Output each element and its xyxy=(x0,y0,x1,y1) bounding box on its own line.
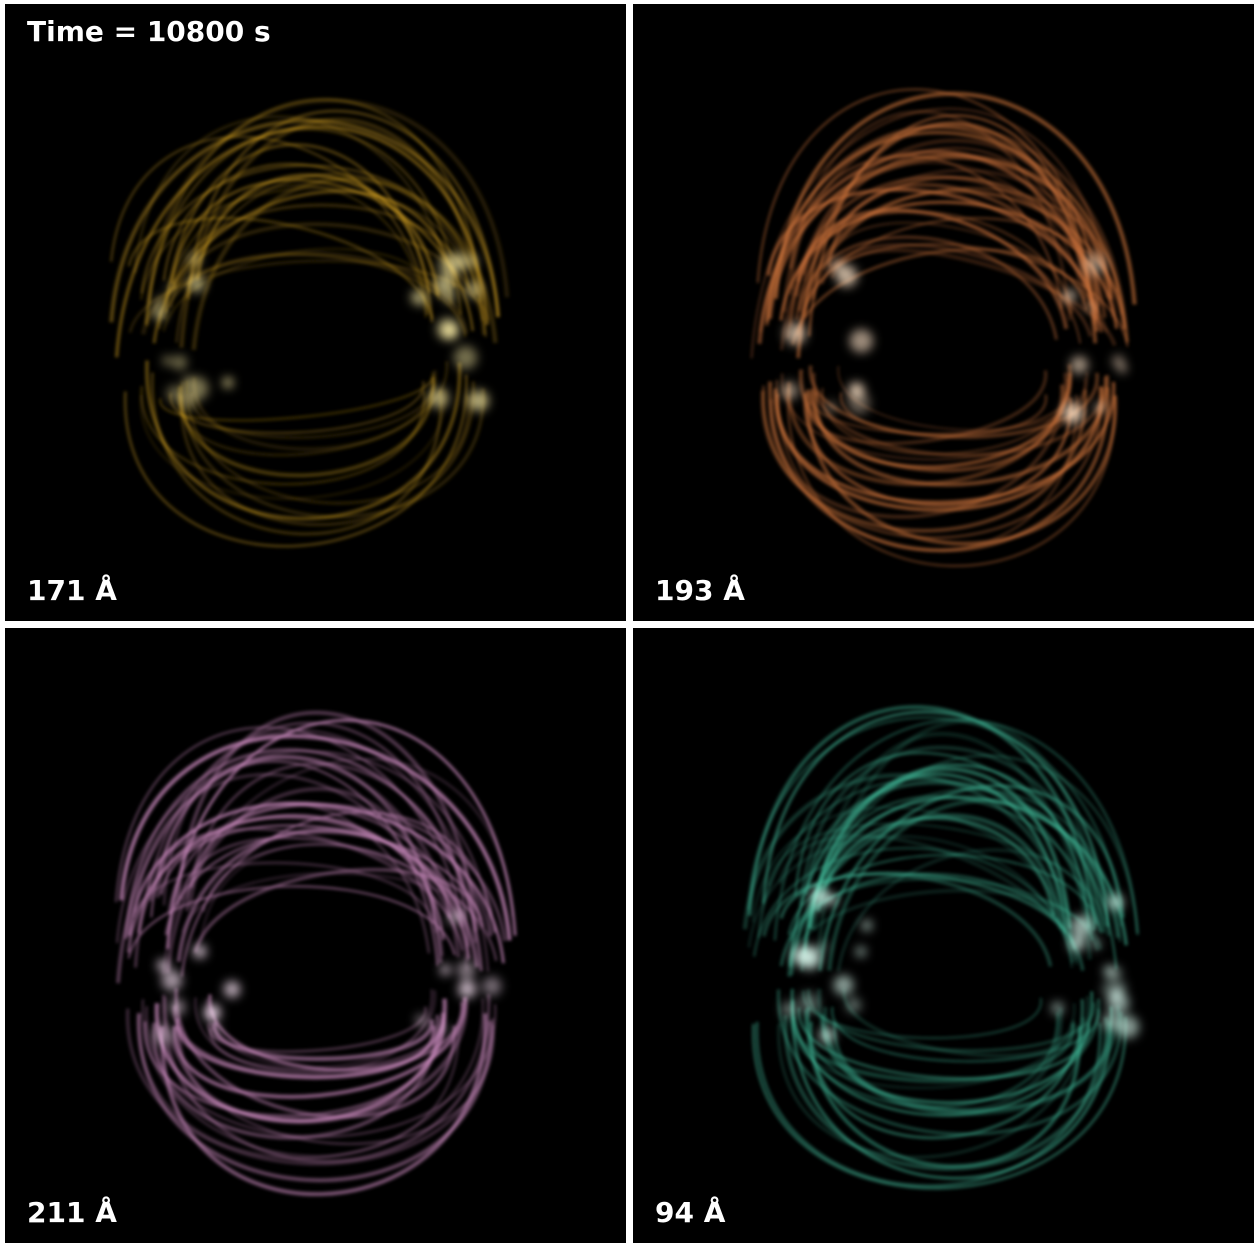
footpoint-brightenings xyxy=(780,253,1127,424)
coronal-loops-image-211 xyxy=(115,710,517,1197)
coronal-loops-image-193 xyxy=(750,88,1137,567)
footpoint-brightenings xyxy=(152,910,502,1046)
footpoint-brightenings xyxy=(781,887,1140,1043)
loop-arcade xyxy=(750,88,1137,567)
panel-211-angstrom: 211 Å xyxy=(5,628,626,1243)
loop-arcade xyxy=(742,705,1139,1190)
wavelength-label-171: 171 Å xyxy=(27,574,117,607)
panel-171-angstrom: Time = 10800 s 171 Å xyxy=(5,4,626,621)
loop-arcade xyxy=(109,98,510,548)
panel-193-angstrom: 193 Å xyxy=(633,4,1254,621)
wavelength-label-94: 94 Å xyxy=(655,1196,726,1229)
loop-arcade xyxy=(115,710,517,1197)
footpoint-brightenings xyxy=(153,252,489,412)
wavelength-label-193: 193 Å xyxy=(655,574,745,607)
wavelength-label-211: 211 Å xyxy=(27,1196,117,1229)
coronal-loops-image-171 xyxy=(109,98,510,548)
time-label: Time = 10800 s xyxy=(27,15,271,48)
coronal-loops-image-94 xyxy=(742,705,1140,1190)
panel-94-angstrom: 94 Å xyxy=(633,628,1254,1243)
